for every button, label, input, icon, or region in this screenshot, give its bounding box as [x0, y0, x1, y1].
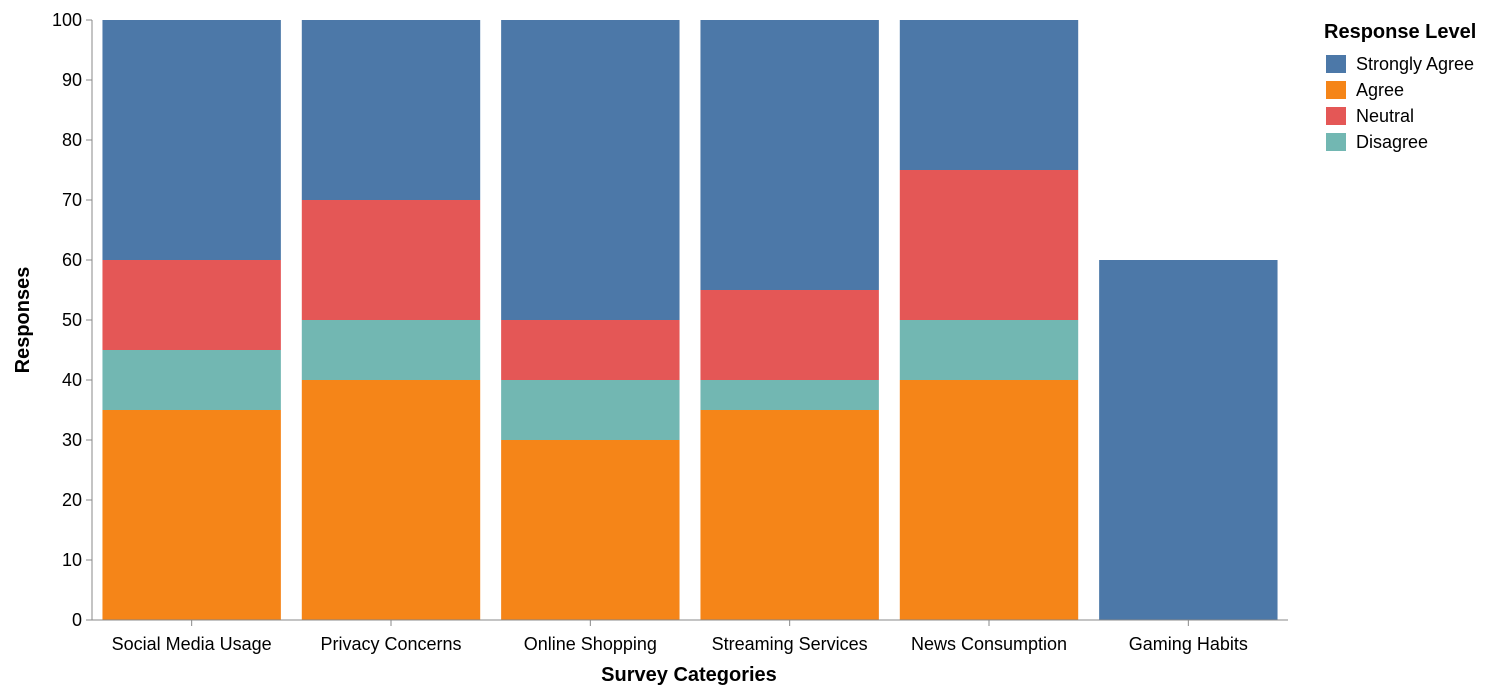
bar-segment — [501, 320, 680, 380]
bar-segment — [899, 320, 1079, 380]
bar-segment — [700, 410, 879, 620]
bar-segment — [1099, 260, 1278, 620]
y-tick-label: 90 — [62, 70, 82, 90]
bar-segment — [301, 320, 481, 380]
legend: Response Level Strongly Agree Agree Neutra… — [1324, 21, 1476, 152]
x-tick-label: Privacy Concerns — [320, 634, 461, 654]
legend-title: Response Level — [1324, 21, 1476, 43]
x-tick-label: Online Shopping — [524, 634, 657, 654]
y-tick-label: 30 — [62, 430, 82, 450]
y-tick-label: 80 — [62, 130, 82, 150]
bars-layer — [102, 20, 1278, 620]
legend-label: Agree — [1356, 80, 1404, 100]
bar-segment — [301, 20, 481, 200]
x-tick-label: Gaming Habits — [1129, 634, 1248, 654]
legend-swatch — [1326, 133, 1346, 151]
bar-segment — [899, 380, 1079, 620]
bar-segment — [102, 350, 281, 410]
bar-segment — [102, 410, 281, 620]
y-tick-label: 0 — [72, 610, 82, 630]
legend-label: Strongly Agree — [1356, 54, 1474, 74]
bar-segment — [501, 20, 680, 320]
y-axis-title: Responses — [12, 267, 34, 374]
x-tick-label: News Consumption — [911, 634, 1067, 654]
bar-segment — [102, 20, 281, 260]
legend-label: Neutral — [1356, 106, 1414, 126]
y-tick-label: 10 — [62, 550, 82, 570]
bar-segment — [899, 20, 1079, 170]
x-axis-title: Survey Categories — [601, 664, 777, 686]
y-tick-label: 100 — [52, 10, 82, 30]
y-tick-label: 40 — [62, 370, 82, 390]
x-tick-label: Social Media Usage — [112, 634, 272, 654]
legend-label: Disagree — [1356, 132, 1428, 152]
bar-segment — [301, 380, 481, 620]
y-tick-label: 60 — [62, 250, 82, 270]
legend-swatch — [1326, 55, 1346, 73]
bar-segment — [102, 260, 281, 350]
legend-swatch — [1326, 107, 1346, 125]
bar-segment — [700, 290, 879, 380]
x-axis: Social Media Usage Privacy Concerns Online… — [92, 619, 1288, 654]
bar-segment — [501, 440, 680, 620]
bar-segment — [700, 380, 879, 410]
y-tick-label: 20 — [62, 490, 82, 510]
y-axis: 0 10 20 30 40 50 60 70 80 90 100 — [52, 10, 93, 630]
legend-swatch — [1326, 81, 1346, 99]
y-tick-label: 70 — [62, 190, 82, 210]
x-tick-label: Streaming Services — [712, 634, 868, 654]
bar-segment — [301, 200, 481, 320]
bar-segment — [501, 380, 680, 440]
y-tick-label: 50 — [62, 310, 82, 330]
bar-segment — [700, 20, 879, 290]
bar-segment — [899, 170, 1079, 320]
